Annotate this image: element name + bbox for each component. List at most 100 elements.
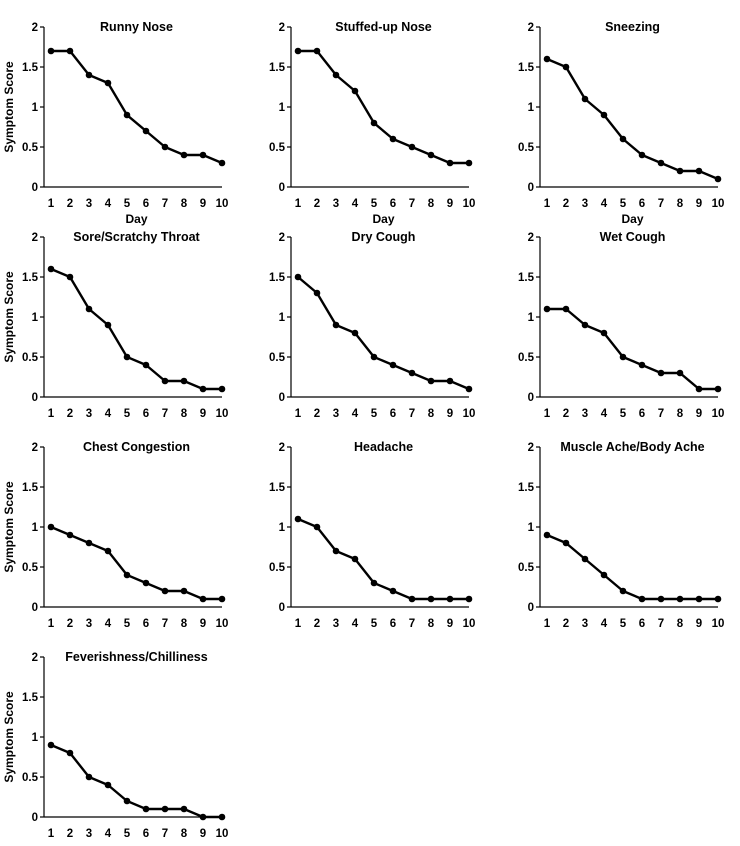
data-point (562, 63, 570, 71)
x-tick-label: 6 (143, 828, 149, 840)
y-tick-label: 0.5 (518, 562, 535, 574)
data-point (47, 47, 55, 55)
x-tick-label: 9 (200, 408, 206, 420)
data-point (199, 151, 207, 159)
data-point (619, 587, 627, 595)
data-point (294, 273, 302, 281)
y-tick-label: 0 (279, 392, 285, 404)
x-tick-label: 5 (124, 198, 131, 210)
x-tick-label: 3 (86, 408, 92, 420)
x-tick-label: 10 (216, 408, 229, 420)
data-point (85, 71, 93, 79)
data-point (332, 321, 340, 329)
x-tick-label: 3 (582, 198, 588, 210)
y-tick-label: 1 (528, 522, 535, 534)
x-tick-label: 5 (620, 198, 627, 210)
x-tick-label: 10 (216, 618, 229, 630)
data-point (161, 805, 169, 813)
data-point (446, 159, 454, 167)
x-tick-label: 1 (48, 198, 55, 210)
x-tick-label: 6 (639, 408, 645, 420)
x-tick-label: 5 (124, 618, 131, 630)
data-point (714, 595, 722, 603)
data-point (657, 159, 665, 167)
data-point (142, 361, 150, 369)
y-tick-label: 1 (528, 312, 535, 324)
x-tick-label: 10 (712, 618, 725, 630)
data-point (600, 571, 608, 579)
y-tick-label: 1.5 (269, 482, 286, 494)
y-axis-label: Symptom Score (2, 691, 16, 783)
data-point (562, 539, 570, 547)
x-tick-label: 4 (105, 828, 112, 840)
data-point (104, 781, 112, 789)
x-tick-label: 8 (181, 828, 188, 840)
x-tick-label: 5 (124, 408, 131, 420)
y-tick-label: 0 (279, 182, 285, 194)
chart-title: Sneezing (605, 20, 660, 34)
x-tick-label: 5 (371, 618, 378, 630)
x-tick-label: 3 (333, 408, 339, 420)
data-point (408, 143, 416, 151)
x-tick-label: 7 (658, 618, 664, 630)
x-tick-label: 2 (314, 198, 320, 210)
x-tick-label: 2 (67, 618, 73, 630)
data-point (332, 71, 340, 79)
x-tick-label: 10 (216, 198, 229, 210)
data-point (123, 797, 131, 805)
x-tick-label: 5 (371, 198, 378, 210)
y-tick-label: 0 (32, 392, 38, 404)
y-tick-label: 0 (32, 602, 38, 614)
series-line (297, 517, 469, 601)
y-tick-label: 0 (528, 392, 534, 404)
y-tick-label: 0 (528, 182, 534, 194)
data-point (638, 361, 646, 369)
x-tick-label: 9 (200, 828, 206, 840)
x-tick-label: 10 (712, 408, 725, 420)
data-point (619, 353, 627, 361)
y-tick-label: 0 (528, 602, 534, 614)
data-point (313, 289, 321, 297)
x-tick-label: 10 (712, 198, 725, 210)
data-point (66, 749, 74, 757)
y-tick-label: 0 (32, 182, 38, 194)
series-line (297, 276, 470, 391)
x-axis-label: Day (372, 212, 394, 226)
y-tick-label: 1.5 (22, 692, 39, 704)
y-tick-label: 1.5 (269, 62, 286, 74)
data-point (180, 805, 188, 813)
data-point (427, 151, 435, 159)
data-point (351, 329, 359, 337)
series-line (50, 525, 222, 601)
data-point (543, 305, 551, 313)
x-tick-label: 3 (333, 618, 339, 630)
x-tick-label: 6 (639, 618, 645, 630)
y-tick-label: 1.5 (518, 482, 535, 494)
series-line (50, 743, 222, 819)
series-line (546, 57, 719, 181)
data-point (85, 305, 93, 313)
data-point (351, 87, 359, 95)
data-point (543, 55, 551, 63)
x-tick-label: 10 (463, 198, 476, 210)
x-tick-label: 4 (352, 198, 359, 210)
x-axis-label: Day (125, 212, 147, 226)
data-point (218, 595, 226, 603)
x-tick-label: 2 (67, 408, 73, 420)
x-tick-label: 8 (677, 198, 684, 210)
data-point (123, 353, 131, 361)
chart-title: Stuffed-up Nose (335, 20, 432, 34)
x-tick-label: 9 (200, 618, 206, 630)
data-point (66, 273, 74, 281)
x-tick-label: 7 (162, 618, 168, 630)
chart-title: Dry Cough (352, 230, 416, 244)
x-tick-label: 9 (447, 618, 453, 630)
x-tick-label: 5 (371, 408, 378, 420)
x-tick-label: 7 (409, 408, 415, 420)
x-tick-label: 4 (105, 198, 112, 210)
y-tick-label: 2 (279, 22, 285, 34)
